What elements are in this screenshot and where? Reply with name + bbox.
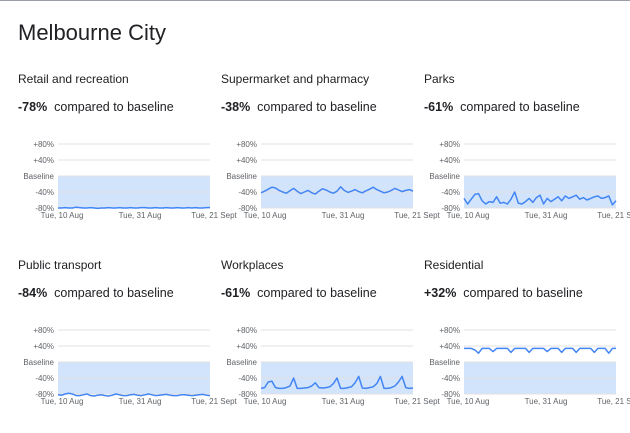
x-tick-label: Tue, 21 Sept [597, 397, 630, 406]
change-text: -61% compared to baseline [424, 100, 580, 114]
series-line [464, 347, 616, 354]
chart-parks: +80% +40% Baseline -40% -80%Tue, 10 Aug Tue, … [429, 140, 630, 220]
change-text: -84% compared to baseline [18, 286, 174, 300]
y-tick-label: -40% [35, 188, 54, 197]
series-line [58, 206, 210, 210]
x-tick-label: Tue, 31 Aug [525, 211, 568, 220]
y-tick-label: +80% [236, 140, 257, 149]
y-tick-label: -80% [35, 204, 54, 213]
change-value: -61% [221, 286, 251, 300]
y-tick-label: -80% [35, 390, 54, 399]
y-tick-label: +80% [33, 326, 54, 335]
x-tick-label: Tue, 10 Aug [244, 211, 287, 220]
chart-card-workplaces: Workplaces -61% compared to baseline +80… [221, 258, 441, 433]
chart-card-retail: Retail and recreation -78% compared to b… [18, 72, 238, 247]
change-text: +32% compared to baseline [424, 286, 583, 300]
y-tick-label: +40% [33, 156, 54, 165]
chart-residential: +80% +40% Baseline -40% -80%Tue, 10 Aug Tue, … [429, 326, 630, 406]
series-line [463, 191, 617, 206]
page-title: Melbourne City [18, 20, 166, 45]
change-text: -61% compared to baseline [221, 286, 377, 300]
x-tick-label: Tue, 31 Aug [322, 211, 365, 220]
y-tick-label: -80% [238, 390, 257, 399]
y-tick-label: -80% [441, 390, 460, 399]
x-tick-label: Tue, 31 Aug [119, 211, 162, 220]
y-tick-label: -80% [441, 204, 460, 213]
y-tick-label: +80% [33, 140, 54, 149]
y-tick-label: +80% [439, 326, 460, 335]
x-tick-label: Tue, 21 Sept [191, 211, 237, 220]
x-tick-label: Tue, 21 Sept [597, 211, 630, 220]
chart-title: Workplaces [221, 258, 284, 272]
x-tick-label: Tue, 10 Aug [244, 397, 287, 406]
change-suffix: compared to baseline [463, 286, 583, 300]
y-tick-label: +40% [236, 156, 257, 165]
chart-transit: +80% +40% Baseline -40% -80%Tue, 10 Aug Tue, … [23, 326, 237, 406]
y-tick-label: -40% [441, 188, 460, 197]
chart-card-parks: Parks -61% compared to baseline +80% +40%… [424, 72, 630, 247]
series-line [260, 375, 414, 390]
change-value: -78% [18, 100, 48, 114]
change-suffix: compared to baseline [54, 100, 174, 114]
x-tick-label: Tue, 31 Aug [119, 397, 162, 406]
chart-supermarket: +80% +40% Baseline -40% -80%Tue, 10 Aug Tue, … [226, 140, 440, 220]
chart-title: Retail and recreation [18, 72, 129, 86]
change-suffix: compared to baseline [54, 286, 174, 300]
y-tick-label: Baseline [226, 172, 257, 181]
chart-workplaces: +80% +40% Baseline -40% -80%Tue, 10 Aug Tue, … [226, 326, 440, 406]
x-tick-label: Tue, 10 Aug [41, 397, 84, 406]
top-divider [0, 0, 630, 1]
y-tick-label: +40% [33, 342, 54, 351]
y-tick-label: -40% [238, 188, 257, 197]
change-suffix: compared to baseline [257, 286, 377, 300]
change-suffix: compared to baseline [460, 100, 580, 114]
chart-card-residential: Residential +32% compared to baseline +8… [424, 258, 630, 433]
series-line [260, 186, 414, 195]
x-tick-label: Tue, 31 Aug [525, 397, 568, 406]
chart-card-supermarket: Supermarket and pharmacy -38% compared t… [221, 72, 441, 247]
change-value: -61% [424, 100, 454, 114]
change-value: -38% [221, 100, 251, 114]
chart-title: Public transport [18, 258, 102, 272]
x-tick-label: Tue, 10 Aug [447, 211, 490, 220]
y-tick-label: Baseline [226, 358, 257, 367]
y-tick-label: Baseline [429, 172, 460, 181]
x-tick-label: Tue, 21 Sept [191, 397, 237, 406]
y-tick-label: -80% [238, 204, 257, 213]
change-value: -84% [18, 286, 48, 300]
change-suffix: compared to baseline [257, 100, 377, 114]
y-tick-label: -40% [35, 374, 54, 383]
y-tick-label: +80% [439, 140, 460, 149]
x-tick-label: Tue, 21 Sept [394, 397, 440, 406]
chart-retail: +80% +40% Baseline -40% -80%Tue, 10 Aug Tue, … [23, 140, 237, 220]
x-tick-label: Tue, 10 Aug [447, 397, 490, 406]
change-text: -78% compared to baseline [18, 100, 174, 114]
y-tick-label: +40% [236, 342, 257, 351]
chart-title: Supermarket and pharmacy [221, 72, 370, 86]
y-tick-label: Baseline [23, 358, 54, 367]
x-tick-label: Tue, 10 Aug [41, 211, 84, 220]
chart-title: Parks [424, 72, 455, 86]
x-tick-label: Tue, 31 Aug [322, 397, 365, 406]
chart-card-transit: Public transport -84% compared to baseli… [18, 258, 238, 433]
y-tick-label: -40% [441, 374, 460, 383]
x-tick-label: Tue, 21 Sept [394, 211, 440, 220]
change-value: +32% [424, 286, 457, 300]
y-tick-label: +80% [236, 326, 257, 335]
y-tick-label: Baseline [429, 358, 460, 367]
change-text: -38% compared to baseline [221, 100, 377, 114]
y-tick-label: Baseline [23, 172, 54, 181]
y-tick-label: -40% [238, 374, 257, 383]
series-line [57, 392, 211, 397]
y-tick-label: +40% [439, 342, 460, 351]
chart-title: Residential [424, 258, 484, 272]
y-tick-label: +40% [439, 156, 460, 165]
